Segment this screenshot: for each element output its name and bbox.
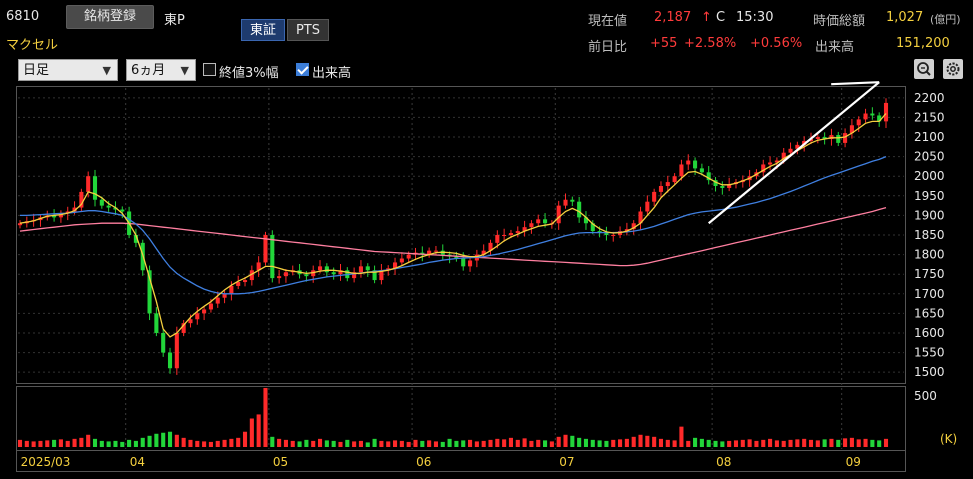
- volume-checkbox[interactable]: [296, 63, 309, 76]
- market-cap-unit: (億円): [930, 13, 961, 26]
- price-tick-label: 1750: [914, 267, 945, 281]
- up-arrow-icon: ↑: [701, 10, 712, 25]
- period-select-value: 日足: [23, 63, 50, 78]
- volume-checkbox-label: 出来高: [312, 66, 352, 81]
- price-tick-label: 2100: [914, 130, 945, 144]
- price-tick-label: 1700: [914, 287, 945, 301]
- range-select-value: 6ヵ月: [131, 63, 166, 78]
- close-3pct-checkbox[interactable]: [203, 63, 216, 76]
- price-tick-label: 1550: [914, 346, 945, 360]
- market-cap-label: 時価総額: [813, 14, 866, 29]
- change-percent: +2.58%: [684, 36, 737, 51]
- tab-tse[interactable]: 東証: [241, 19, 285, 41]
- quote-time: 15:30: [736, 10, 774, 25]
- gear-icon: [946, 62, 960, 76]
- current-price: 2,187: [654, 10, 692, 25]
- period-select[interactable]: 日足 ▼: [18, 59, 118, 81]
- volume-tick-label: 500: [914, 389, 937, 403]
- date-axis-panel: [16, 450, 906, 472]
- price-tick-label: 2150: [914, 110, 945, 124]
- price-tick-label: 1500: [914, 365, 945, 379]
- chevron-down-icon: ▼: [180, 64, 189, 77]
- company-name: マクセル: [6, 38, 59, 53]
- volume-value: 151,200: [896, 36, 950, 51]
- price-tick-label: 2200: [914, 91, 945, 105]
- range-select[interactable]: 6ヵ月 ▼: [126, 59, 196, 81]
- price-tick-label: 1900: [914, 208, 945, 222]
- change-value: +55: [650, 36, 678, 51]
- price-tick-label: 1850: [914, 228, 945, 242]
- volume-unit-label: (K): [940, 432, 957, 446]
- settings-button[interactable]: [943, 59, 963, 79]
- chevron-down-icon: ▼: [102, 64, 111, 77]
- market-label: 東P: [164, 13, 185, 28]
- market-cap-value: 1,027: [886, 10, 924, 25]
- price-label: 現在値: [588, 14, 628, 29]
- price-tick-label: 1800: [914, 248, 945, 262]
- change-label: 前日比: [588, 40, 628, 55]
- close-flag: C: [716, 10, 726, 25]
- volume-label: 出来高: [815, 40, 855, 55]
- price-tick-label: 1950: [914, 189, 945, 203]
- price-tick-label: 2050: [914, 150, 945, 164]
- zoom-icon: [917, 62, 931, 76]
- price-tick-label: 1600: [914, 326, 945, 340]
- tab-pts[interactable]: PTS: [287, 19, 329, 41]
- trendline-cap: [831, 81, 880, 86]
- price-tick-label: 1650: [914, 306, 945, 320]
- close-3pct-label: 終値3%幅: [219, 66, 279, 81]
- change-percent-secondary: +0.56%: [750, 36, 803, 51]
- volume-chart-panel[interactable]: [16, 386, 906, 451]
- zoom-button[interactable]: [914, 59, 934, 79]
- price-chart-panel[interactable]: [16, 86, 906, 384]
- register-stock-button[interactable]: 銘柄登録: [66, 5, 154, 29]
- price-tick-label: 2000: [914, 169, 945, 183]
- stock-code: 6810: [6, 9, 40, 24]
